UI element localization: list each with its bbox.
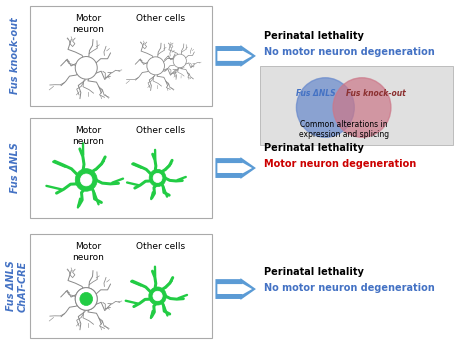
Circle shape	[75, 56, 97, 79]
Circle shape	[75, 288, 97, 310]
Text: No motor neuron degeneration: No motor neuron degeneration	[264, 47, 434, 57]
FancyArrow shape	[218, 51, 252, 61]
Text: No motor neuron degeneration: No motor neuron degeneration	[264, 283, 434, 293]
Text: Motor
neuron: Motor neuron	[72, 126, 104, 146]
FancyBboxPatch shape	[30, 235, 211, 338]
Circle shape	[153, 173, 162, 183]
Text: Fus ΔNLS: Fus ΔNLS	[10, 143, 20, 193]
FancyBboxPatch shape	[30, 6, 211, 106]
Text: Other cells: Other cells	[136, 126, 185, 136]
Text: Perinatal lethality: Perinatal lethality	[264, 143, 364, 153]
Text: Perinatal lethality: Perinatal lethality	[264, 267, 364, 277]
Text: Fus ΔNLS: Fus ΔNLS	[6, 261, 16, 311]
Text: Motor neuron degeneration: Motor neuron degeneration	[264, 159, 416, 169]
FancyArrow shape	[216, 45, 256, 67]
Text: Perinatal lethality: Perinatal lethality	[264, 31, 364, 41]
FancyArrow shape	[216, 278, 256, 300]
Text: Other cells: Other cells	[136, 14, 185, 23]
Circle shape	[80, 292, 92, 305]
FancyArrow shape	[216, 157, 256, 179]
Text: Motor
neuron: Motor neuron	[72, 243, 104, 262]
Circle shape	[147, 57, 164, 75]
Circle shape	[75, 288, 97, 310]
Text: ChAT-CRE: ChAT-CRE	[18, 260, 27, 312]
FancyBboxPatch shape	[30, 118, 211, 218]
Text: Fus knock-out: Fus knock-out	[346, 89, 405, 98]
Circle shape	[333, 78, 391, 137]
FancyBboxPatch shape	[260, 66, 453, 145]
Text: Common alterations in
expression and splicing: Common alterations in expression and spl…	[299, 120, 389, 139]
Circle shape	[75, 169, 97, 191]
Circle shape	[149, 287, 166, 305]
Circle shape	[149, 169, 166, 187]
Circle shape	[173, 54, 186, 68]
Text: Motor
neuron: Motor neuron	[72, 14, 104, 34]
Circle shape	[81, 174, 92, 186]
FancyArrow shape	[218, 163, 252, 173]
Circle shape	[296, 78, 354, 137]
Text: Fus knock-out: Fus knock-out	[10, 18, 20, 94]
Text: Fus ΔNLS: Fus ΔNLS	[296, 89, 336, 98]
Circle shape	[153, 291, 162, 301]
Text: Other cells: Other cells	[136, 243, 185, 251]
FancyArrow shape	[218, 283, 252, 294]
